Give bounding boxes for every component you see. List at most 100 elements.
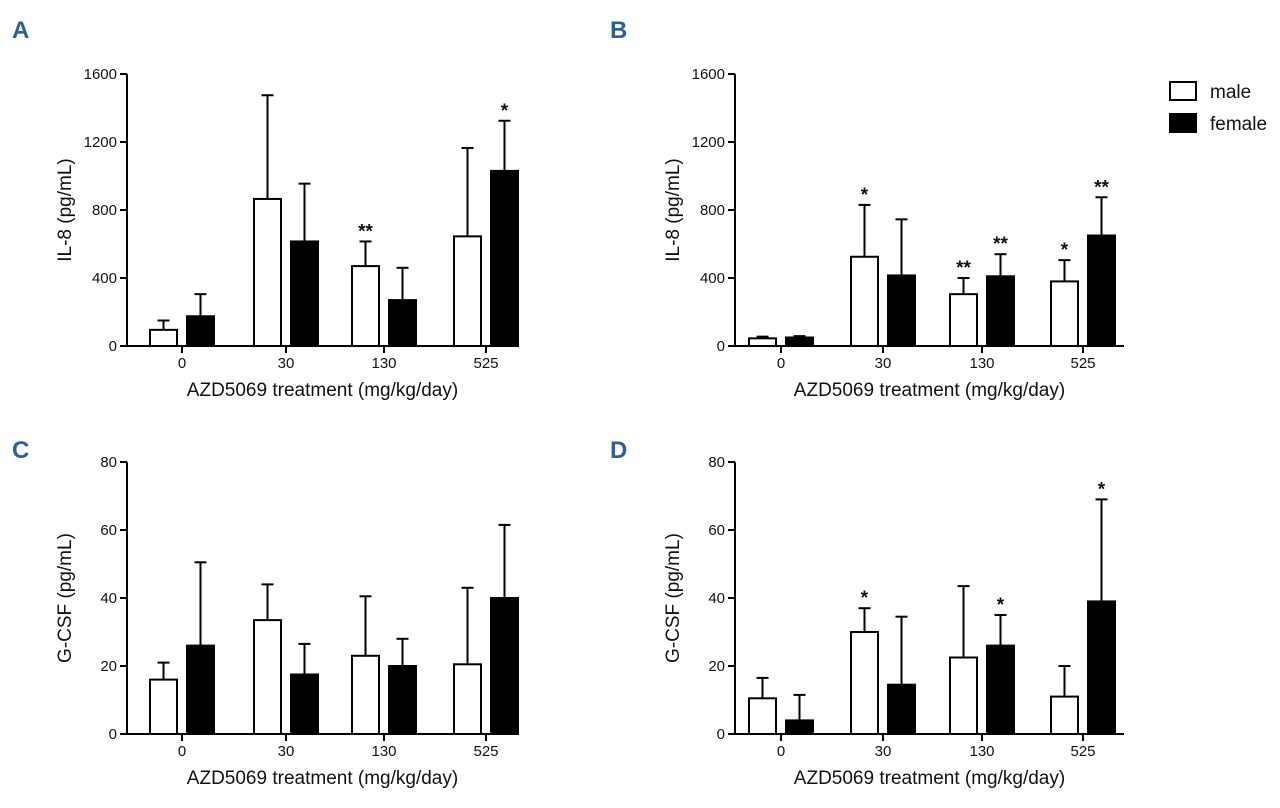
chart-panel-a: A 0 400 800 1200 1600 0 30 130 525 AZD5069 treatme… — [12, 17, 519, 401]
y-axis-label: IL-8 (pg/mL) — [663, 158, 684, 261]
bar-male-30 — [253, 197, 282, 347]
bar-male-30 — [253, 619, 282, 735]
chart-panel-b: B 0 400 800 1200 1600 0 30 130 525 AZD5069 treatme… — [610, 17, 1124, 401]
bar-female-0 — [186, 315, 215, 347]
significance-star: ** — [1094, 177, 1109, 198]
chart-panel-c: C 0 20 40 60 80 0 30 130 525 AZD5069 treatment (mg… — [12, 437, 519, 789]
x-axis-label: AZD5069 treatment (mg/kg/day) — [794, 768, 1065, 789]
y-tick-label: 1600 — [692, 66, 725, 83]
bar-female-525 — [490, 597, 519, 735]
significance-star: * — [997, 595, 1005, 616]
x-tick-label: 0 — [777, 355, 785, 372]
x-tick-label: 30 — [278, 355, 295, 372]
significance-star: ** — [956, 258, 971, 279]
significance-star: * — [1061, 240, 1069, 261]
bar-female-130 — [986, 275, 1015, 347]
x-tick-label: 130 — [371, 355, 396, 372]
y-axis-label: G-CSF (pg/mL) — [663, 533, 684, 663]
bar-male-30 — [850, 631, 879, 735]
y-tick-label: 800 — [92, 202, 117, 219]
x-tick-label: 0 — [178, 355, 186, 372]
bar-male-0 — [748, 337, 777, 348]
x-tick-label: 30 — [875, 355, 892, 372]
y-tick-label: 20 — [100, 658, 117, 675]
bar-male-130 — [351, 654, 380, 735]
x-tick-label: 130 — [371, 743, 396, 760]
x-axis-label: AZD5069 treatment (mg/kg/day) — [187, 768, 458, 789]
x-tick-label: 525 — [1070, 355, 1095, 372]
significance-star: * — [1098, 479, 1106, 500]
x-tick-label: 0 — [777, 743, 785, 760]
y-tick-label: 0 — [109, 338, 117, 355]
bar-female-525 — [1087, 234, 1116, 347]
bar-female-0 — [186, 644, 215, 735]
bar-female-30 — [887, 683, 916, 736]
x-tick-label: 30 — [278, 743, 295, 760]
y-tick-label: 80 — [708, 454, 725, 471]
y-tick-label: 60 — [708, 522, 725, 539]
x-tick-label: 525 — [473, 355, 498, 372]
y-tick-label: 0 — [717, 338, 725, 355]
x-tick-label: 525 — [1070, 743, 1095, 760]
bar-female-30 — [887, 274, 916, 348]
legend-label-male: male — [1210, 82, 1251, 103]
legend: male female — [1169, 81, 1267, 135]
y-tick-label: 40 — [708, 590, 725, 607]
significance-star: ** — [358, 221, 373, 242]
bar-female-30 — [290, 240, 319, 347]
bar-male-130 — [351, 265, 380, 348]
significance-star: * — [861, 588, 869, 609]
y-tick-label: 20 — [708, 658, 725, 675]
legend-label-female: female — [1210, 114, 1267, 135]
bar-female-130 — [986, 644, 1015, 735]
y-tick-label: 400 — [700, 270, 725, 287]
legend-swatch-female — [1169, 113, 1197, 133]
bar-female-525 — [490, 169, 519, 347]
y-axis-label: IL-8 (pg/mL) — [55, 158, 76, 261]
y-axis-label: G-CSF (pg/mL) — [55, 533, 76, 663]
bar-male-130 — [949, 656, 978, 735]
y-tick-label: 1200 — [692, 134, 725, 151]
bar-male-525 — [1050, 695, 1079, 735]
bar-female-525 — [1087, 600, 1116, 736]
y-tick-label: 1200 — [84, 134, 117, 151]
panel-letter-b: B — [610, 17, 627, 44]
chart-panel-d: D 0 20 40 60 80 0 30 130 525 AZD5069 treatment (mg… — [610, 437, 1124, 789]
legend-swatch-male — [1169, 81, 1197, 101]
bar-female-0 — [785, 336, 814, 347]
bar-male-0 — [149, 328, 178, 348]
significance-star: * — [501, 101, 509, 122]
panel-letter-a: A — [12, 17, 29, 44]
significance-star: ** — [993, 234, 1008, 255]
x-axis-label: AZD5069 treatment (mg/kg/day) — [794, 380, 1065, 401]
bar-female-130 — [388, 299, 417, 348]
x-tick-label: 130 — [969, 355, 994, 372]
bar-female-0 — [785, 719, 814, 736]
panel-letter-c: C — [12, 437, 29, 464]
bar-male-0 — [748, 697, 777, 735]
y-tick-label: 400 — [92, 270, 117, 287]
y-tick-label: 80 — [100, 454, 117, 471]
panel-letter-d: D — [610, 437, 627, 464]
bar-male-130 — [949, 293, 978, 347]
significance-star: * — [861, 185, 869, 206]
x-tick-label: 525 — [473, 743, 498, 760]
bar-male-525 — [1050, 280, 1079, 347]
y-tick-label: 0 — [109, 726, 117, 743]
y-tick-label: 800 — [700, 202, 725, 219]
bar-male-525 — [453, 663, 482, 735]
x-tick-label: 130 — [969, 743, 994, 760]
bar-male-30 — [850, 255, 879, 347]
y-tick-label: 1600 — [84, 66, 117, 83]
x-axis-label: AZD5069 treatment (mg/kg/day) — [187, 380, 458, 401]
bar-male-0 — [149, 678, 178, 735]
x-tick-label: 30 — [875, 743, 892, 760]
y-tick-label: 60 — [100, 522, 117, 539]
bar-female-130 — [388, 665, 417, 735]
bar-male-525 — [453, 235, 482, 348]
y-tick-label: 40 — [100, 590, 117, 607]
bar-female-30 — [290, 673, 319, 735]
x-tick-label: 0 — [178, 743, 186, 760]
y-tick-label: 0 — [717, 726, 725, 743]
